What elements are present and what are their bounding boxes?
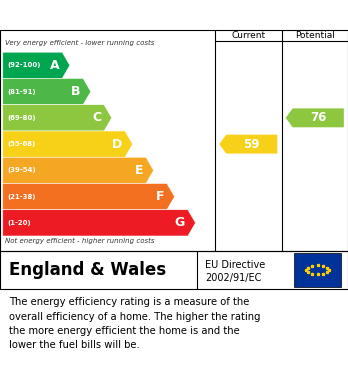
Text: (69-80): (69-80) [7,115,35,121]
Text: 2002/91/EC: 2002/91/EC [205,273,262,283]
Text: 76: 76 [310,111,326,124]
Bar [294,253,341,287]
Text: Very energy efficient - lower running costs: Very energy efficient - lower running co… [5,40,154,46]
Text: Energy Efficiency Rating: Energy Efficiency Rating [9,7,219,23]
Polygon shape [3,105,112,131]
Polygon shape [286,108,344,127]
Text: C: C [92,111,101,124]
Text: (1-20): (1-20) [7,220,31,226]
Text: (81-91): (81-91) [7,89,35,95]
Text: (39-54): (39-54) [7,167,35,173]
Text: EU Directive: EU Directive [205,260,266,270]
Text: E: E [135,164,143,177]
Text: B: B [71,85,80,98]
Polygon shape [3,157,153,183]
Text: (92-100): (92-100) [7,62,40,68]
Text: England & Wales: England & Wales [9,261,166,279]
Text: Potential: Potential [295,31,335,40]
Polygon shape [3,52,70,79]
Text: A: A [50,59,60,72]
Polygon shape [219,135,277,154]
Polygon shape [3,210,196,236]
Text: Not energy efficient - higher running costs: Not energy efficient - higher running co… [5,238,154,244]
Polygon shape [3,79,91,105]
Text: 59: 59 [244,138,260,151]
Text: (21-38): (21-38) [7,194,35,200]
Text: G: G [175,216,185,230]
Polygon shape [3,183,175,210]
Polygon shape [3,131,133,157]
Text: F: F [156,190,164,203]
Text: (55-68): (55-68) [7,141,35,147]
Text: The energy efficiency rating is a measure of the
overall efficiency of a home. T: The energy efficiency rating is a measur… [9,297,260,350]
Text: D: D [112,138,122,151]
Text: Current: Current [231,31,266,40]
